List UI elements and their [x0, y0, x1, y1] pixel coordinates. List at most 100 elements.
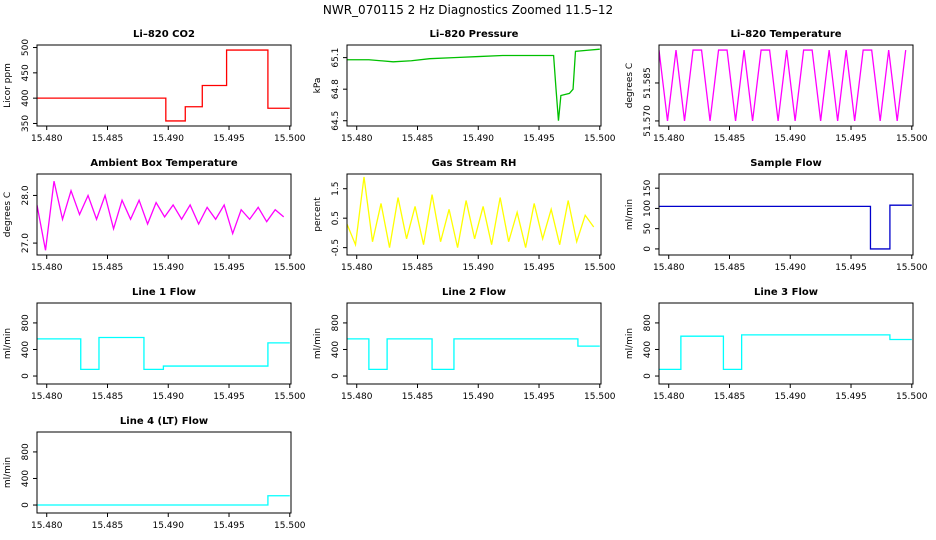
data-line	[347, 176, 595, 248]
x-tick-label: 15.500	[274, 521, 306, 531]
y-tick-label: 400	[331, 341, 341, 358]
y-tick-label: 27.0	[21, 233, 31, 253]
x-tick-label: 15.480	[341, 392, 373, 402]
data-line	[37, 495, 290, 506]
x-tick-label: 15.495	[213, 392, 245, 402]
plot-frame	[36, 431, 292, 514]
y-tick-label: 0	[643, 373, 653, 379]
y-tick-label: 51.585	[643, 67, 653, 99]
y-tick-label: 64.5	[331, 111, 341, 131]
panel-title: Line 1 Flow	[132, 287, 196, 298]
x-tick-label: 15.490	[775, 392, 807, 402]
x-tick-label: 15.485	[402, 392, 434, 402]
y-tick-label: 0	[21, 373, 31, 379]
x-tick-label: 15.485	[714, 392, 746, 402]
x-tick-label: 15.495	[835, 134, 867, 144]
y-axis-label: ml/min	[625, 328, 635, 359]
x-tick-label: 15.495	[523, 263, 555, 273]
x-tick-label: 15.490	[463, 134, 495, 144]
y-tick-label: 65.1	[331, 48, 341, 68]
data-line	[659, 204, 912, 250]
y-tick-label: 28.0	[21, 185, 31, 205]
y-tick-label: 1.5	[331, 182, 341, 196]
x-tick-label: 15.490	[153, 521, 185, 531]
y-axis-label: kPa	[313, 78, 323, 94]
panel-title: Li–820 Temperature	[730, 29, 841, 40]
y-axis-label: degrees C	[625, 63, 635, 108]
x-tick-label: 15.500	[584, 134, 616, 144]
x-tick-label: 15.485	[714, 263, 746, 273]
y-tick-label: 100	[643, 200, 653, 217]
x-tick-label: 15.500	[274, 392, 306, 402]
y-tick-label: 400	[21, 89, 31, 106]
x-tick-label: 15.480	[653, 134, 685, 144]
x-tick-label: 15.490	[153, 263, 185, 273]
x-tick-label: 15.500	[584, 392, 616, 402]
x-tick-label: 15.485	[402, 134, 434, 144]
y-tick-label: 800	[21, 443, 31, 460]
data-line	[37, 181, 285, 251]
data-line	[659, 49, 907, 122]
y-tick-label: 400	[21, 341, 31, 358]
y-axis-label: degrees C	[3, 192, 13, 237]
x-tick-label: 15.480	[31, 134, 63, 144]
y-axis-label: percent	[313, 197, 323, 232]
x-tick-label: 15.495	[213, 134, 245, 144]
panel-title: Gas Stream RH	[432, 158, 517, 169]
x-tick-label: 15.500	[274, 263, 306, 273]
x-tick-label: 15.485	[92, 134, 124, 144]
y-tick-label: 0	[21, 502, 31, 508]
y-tick-label: 450	[21, 64, 31, 81]
y-tick-label: 50	[643, 223, 653, 235]
y-tick-label: 500	[21, 39, 31, 56]
y-axis-label: ml/min	[625, 199, 635, 230]
x-tick-label: 15.495	[213, 521, 245, 531]
panel-title: Line 3 Flow	[754, 287, 818, 298]
y-axis-label: ml/min	[3, 457, 13, 488]
x-tick-label: 15.490	[775, 134, 807, 144]
data-line	[37, 49, 290, 122]
x-tick-label: 15.485	[92, 521, 124, 531]
y-tick-label: 150	[643, 179, 653, 196]
x-tick-label: 15.500	[896, 392, 928, 402]
y-tick-label: 800	[21, 314, 31, 331]
data-line	[37, 336, 290, 371]
x-tick-label: 15.490	[463, 263, 495, 273]
x-tick-label: 15.480	[31, 521, 63, 531]
x-tick-label: 15.480	[31, 392, 63, 402]
y-tick-label: 51.570	[643, 105, 653, 137]
y-tick-label: 350	[21, 115, 31, 132]
panel-title: Li–820 Pressure	[430, 29, 519, 40]
y-tick-label: 0	[331, 373, 341, 379]
x-tick-label: 15.495	[835, 263, 867, 273]
x-tick-label: 15.500	[896, 134, 928, 144]
y-tick-label: 400	[21, 470, 31, 487]
x-tick-label: 15.495	[213, 263, 245, 273]
x-tick-label: 15.490	[463, 392, 495, 402]
plot-frame	[36, 44, 292, 127]
x-tick-label: 15.480	[341, 134, 373, 144]
y-axis-label: ml/min	[3, 328, 13, 359]
x-tick-label: 15.500	[584, 263, 616, 273]
data-line	[347, 48, 600, 121]
x-tick-label: 15.485	[714, 134, 746, 144]
panel-title: Li–820 CO2	[133, 29, 195, 40]
x-tick-label: 15.480	[31, 263, 63, 273]
x-tick-label: 15.500	[896, 263, 928, 273]
y-tick-label: 800	[643, 314, 653, 331]
x-tick-label: 15.485	[402, 263, 434, 273]
y-tick-label: -0.5	[331, 239, 341, 257]
y-tick-label: 0.5	[331, 211, 341, 225]
y-axis-label: ml/min	[313, 328, 323, 359]
plot-frame	[346, 302, 602, 385]
plot-frame	[658, 173, 914, 256]
x-tick-label: 15.490	[153, 134, 185, 144]
x-tick-label: 15.495	[523, 134, 555, 144]
x-tick-label: 15.480	[653, 263, 685, 273]
panel-title: Line 4 (LT) Flow	[120, 416, 208, 427]
panel-title: Line 2 Flow	[442, 287, 506, 298]
y-tick-label: 400	[643, 341, 653, 358]
plot-frame	[36, 173, 292, 256]
y-tick-label: 800	[331, 314, 341, 331]
